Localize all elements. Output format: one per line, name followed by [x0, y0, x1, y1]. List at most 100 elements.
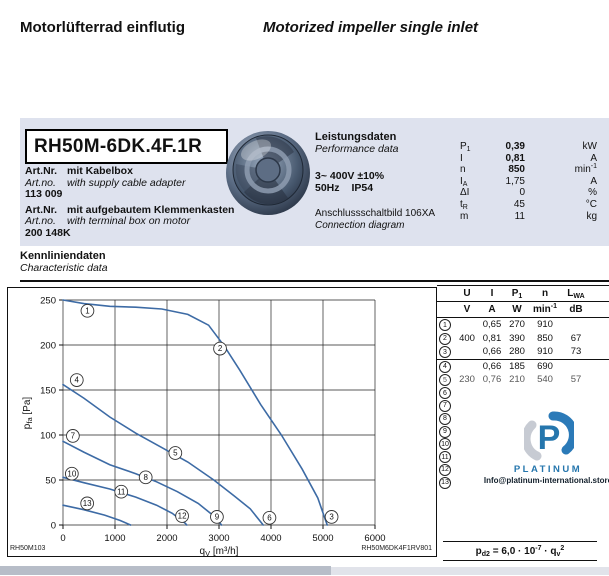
curve-label-number: 9 — [215, 513, 220, 522]
chart-border — [7, 287, 437, 557]
watermark-email: Info@platinum-international.store — [483, 476, 609, 485]
chart-id-left: RH50M103 — [10, 545, 46, 552]
row-number-badge: 6 — [439, 387, 451, 400]
protection-class: IP54 — [351, 182, 374, 194]
curve-label-circle — [138, 470, 153, 485]
row-number-badge: 8 — [439, 412, 451, 425]
platinum-logo-icon: P — [524, 411, 574, 461]
row-number-badge: 4 — [439, 360, 451, 373]
table-row: 7 — [437, 399, 609, 412]
page-title-german: Motorlüfterrad einflutig — [20, 19, 185, 36]
curve-label-circle — [175, 509, 189, 523]
curve-label-circle — [262, 510, 277, 525]
art1-line-de: Art.Nr. mit Kabelbox — [25, 165, 234, 178]
curve-label-number: 2 — [218, 344, 223, 353]
tick-label-x: 0 — [60, 533, 65, 544]
art1-line-en: Art.no. with supply cable adapter — [25, 176, 234, 190]
row-number-badge: 7 — [439, 399, 451, 412]
page-title-english: Motorized impeller single inlet — [263, 19, 479, 36]
art2-number: 200 148K — [25, 226, 71, 239]
table-row: 12 — [437, 463, 609, 476]
formula-text: pd2 = 6,0 · 10-7 · qv2 — [443, 542, 597, 560]
art1-label-de: Art.Nr. — [25, 165, 58, 177]
table-row: 4 0,66 185 690 — [437, 360, 609, 374]
art2-line-de: Art.Nr. mit aufgebautem Klemmenkasten — [25, 204, 234, 217]
curve-label-number: 12 — [178, 512, 187, 521]
table-row: 3 0,66 280 910 73 — [437, 345, 609, 359]
tick-label-y: 150 — [40, 385, 56, 396]
curve-label-circle — [213, 341, 227, 356]
characteristic-title-german: Kennliniendaten — [20, 250, 106, 262]
tick-label-x: 5000 — [312, 533, 333, 544]
formula-q-sub: v — [556, 551, 561, 558]
article-number-block: Art.Nr. mit Kabelbox Art.no. with supply… — [25, 165, 234, 239]
curve-label-number: 7 — [71, 432, 76, 441]
tick-label-y: 250 — [40, 295, 56, 306]
table-rule — [437, 317, 609, 318]
table-cut-overlay — [456, 381, 609, 391]
tick-label-y: 200 — [40, 340, 56, 351]
voltage-spec: 3~ 400V ±10% — [315, 170, 385, 182]
curve-label-circle — [168, 446, 183, 460]
row-number-badge: 3 — [439, 346, 451, 358]
performance-row: n 850 min-1 — [460, 163, 597, 176]
row-number-badge: 10 — [439, 438, 451, 451]
curve-label-number: 13 — [83, 499, 92, 508]
table-row: 11 — [437, 450, 609, 464]
curve-label-circle — [210, 510, 224, 524]
curve-1-2-3 — [62, 299, 328, 526]
y-axis-label: pfa [Pa] — [22, 397, 34, 430]
footer-bar-right — [331, 567, 609, 575]
tick-label-x: 3000 — [208, 533, 229, 544]
performance-row: IA 1,75 A — [460, 175, 597, 188]
impeller-photo — [226, 131, 310, 215]
curve-label-number: 1 — [85, 306, 90, 315]
table-row: 10 — [437, 438, 609, 451]
curve-label-circle — [64, 466, 79, 481]
row-number-badge: 1 — [439, 319, 451, 331]
curve-label-number: 4 — [75, 376, 80, 385]
art1-text-de: mit Kabelbox — [67, 165, 133, 177]
performance-row: P1 0,39 kW — [460, 141, 597, 153]
table-row: 9 — [437, 425, 609, 438]
tick-label-x: 4000 — [260, 533, 281, 544]
table-row: 13 — [437, 476, 609, 489]
footer-bar-left — [0, 566, 331, 575]
tick-label-y: 50 — [45, 475, 56, 486]
formula-bottom-rule — [443, 560, 597, 561]
art1-label-en: Art.no. — [25, 176, 56, 189]
curve-label-number: 6 — [267, 513, 272, 522]
performance-row: ΔI 0% — [460, 187, 597, 199]
performance-row: I 0,81 A — [460, 152, 597, 164]
row-number-badge: 2 — [439, 332, 451, 345]
table-rule — [437, 285, 609, 286]
tick-label-x: 6000 — [364, 533, 385, 544]
x-axis-label: qV [m³/h] — [200, 546, 239, 557]
table-row: 5 230 0,76 210 540 57 — [437, 373, 609, 387]
table-row: 1 0,65 270 910 — [437, 318, 609, 332]
curve-label-circle — [80, 303, 95, 318]
watermark-brand: PLATINUM — [513, 464, 583, 475]
performance-title-german: Leistungsdaten — [315, 131, 397, 143]
art2-line-en: Art.no. with terminal box on motor — [25, 215, 234, 228]
art2-text-en: with terminal box on motor — [67, 215, 191, 227]
row-number-badge: 13 — [439, 476, 451, 489]
table-row: 8 — [437, 412, 609, 425]
curve-label-number: 11 — [117, 487, 126, 496]
curve-7-8-9 — [62, 440, 223, 526]
curve-label-number: 10 — [67, 469, 76, 478]
curve-label-circle — [114, 484, 129, 499]
svg-text:P: P — [538, 419, 561, 457]
art2-label-en: Art.no. — [25, 215, 56, 227]
curve-label-circle — [324, 510, 339, 524]
dynamic-pressure-formula: pd2 = 6,0 · 10-7 · qv2 — [443, 541, 597, 561]
chart-id-right: RH50M6DK4F1RV801 — [361, 545, 432, 552]
performance-row: m 11 kg — [460, 210, 597, 222]
formula-mid2: · q — [541, 546, 557, 557]
curve-label-circle — [66, 429, 80, 443]
table-row: 2 400 0,81 390 850 67 — [437, 332, 609, 346]
